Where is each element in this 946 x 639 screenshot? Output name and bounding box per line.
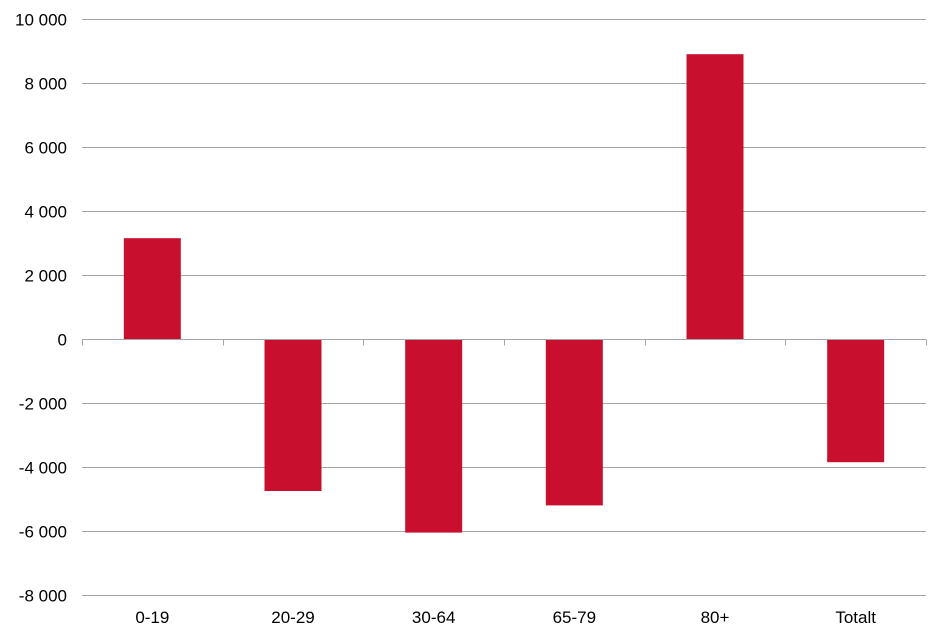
bar-0-19 [123,238,181,339]
y-tick-label: 8 000 [24,75,67,94]
axes [82,339,927,346]
bar-20-29 [264,339,322,491]
x-tick-label: Totalt [835,608,876,627]
gridlines [82,19,926,596]
y-tick-label: -4 000 [19,459,67,478]
y-tick-label: 6 000 [24,139,67,158]
y-tick-label: 0 [58,331,67,350]
x-tick-label: 30-64 [412,608,455,627]
y-tick-label: -6 000 [19,523,67,542]
bar-totalt [827,339,885,463]
y-tick-label: 10 000 [15,11,67,30]
x-tick-label: 65-79 [553,608,596,627]
x-tick-label: 20-29 [271,608,314,627]
y-tick-label: -8 000 [19,587,67,606]
y-tick-label: 2 000 [24,267,67,286]
x-tick-labels: 0-19 20-29 30-64 65-79 80+ Totalt [135,608,876,627]
x-tick-label: 0-19 [135,608,169,627]
bar-65-79 [545,339,603,506]
bar-80- [686,54,744,339]
bars [123,54,885,533]
y-tick-labels: 10 000 8 000 6 000 4 000 2 000 0 -2 000 -4 000 -… [15,11,67,606]
x-tick-label: 80+ [701,608,730,627]
bar-30-64 [405,339,463,533]
y-tick-label: -2 000 [19,395,67,414]
y-tick-label: 4 000 [24,203,67,222]
